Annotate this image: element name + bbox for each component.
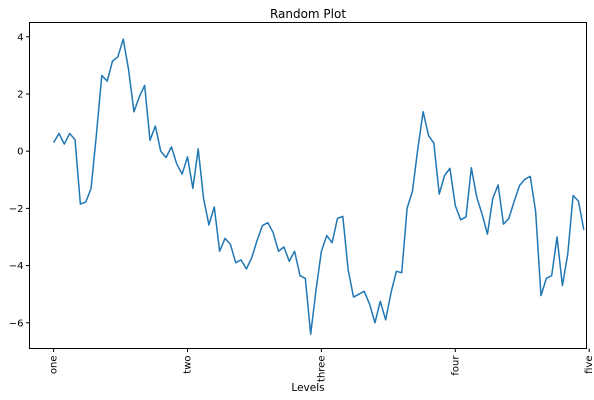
y-tick-label-0: −6 — [9, 318, 24, 329]
x-axis: one two three four five — [49, 348, 594, 382]
x-tick-label-1: two — [182, 356, 193, 374]
y-tick-label-3: 0 — [17, 147, 23, 158]
plot-area — [52, 38, 585, 335]
y-tick-label-1: −4 — [9, 261, 24, 272]
x-tick-label-0: one — [49, 356, 60, 375]
x-tick-label-3: four — [450, 355, 461, 376]
chart-title: Random Plot — [270, 7, 346, 21]
y-tick-label-2: −2 — [9, 204, 24, 215]
y-tick-label-4: 2 — [17, 89, 23, 100]
y-axis: −6 −4 −2 0 2 4 — [9, 32, 30, 329]
axes-frame — [29, 22, 587, 349]
series-line-0 — [52, 38, 585, 335]
x-tick-label-4: five — [584, 356, 594, 374]
y-tick-label-5: 4 — [17, 32, 23, 43]
x-tick-label-2: three — [316, 356, 327, 382]
x-axis-label: Levels — [291, 382, 324, 394]
